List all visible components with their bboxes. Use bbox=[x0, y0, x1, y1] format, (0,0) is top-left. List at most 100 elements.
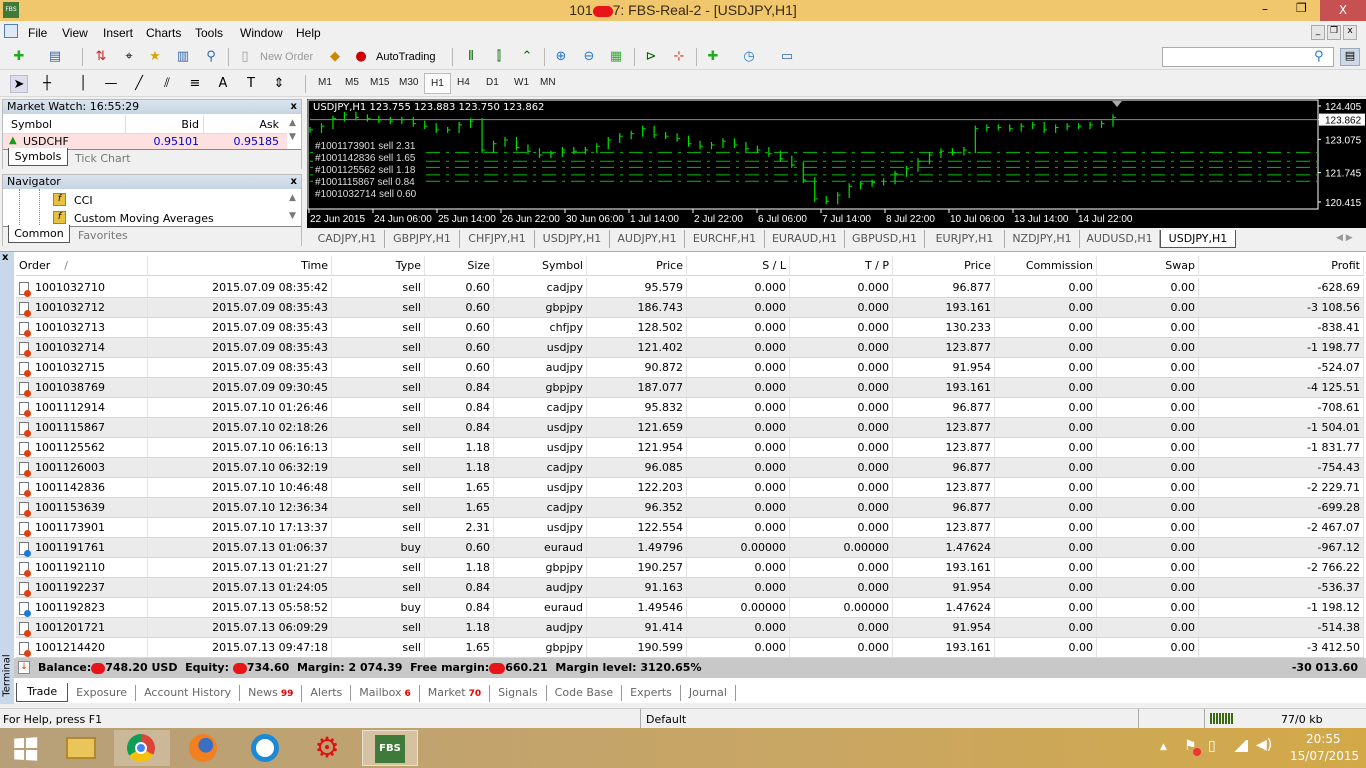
chart-tab[interactable]: EURCHF,H1 bbox=[685, 230, 765, 248]
chart-tab[interactable]: GBPUSD,H1 bbox=[845, 230, 925, 248]
profiles-icon[interactable]: ▤ bbox=[48, 49, 62, 64]
metaeditor-icon[interactable]: ◆ bbox=[330, 49, 340, 64]
terminal-tab-mailbox[interactable]: Mailbox 6 bbox=[351, 685, 420, 702]
menu-charts[interactable]: Charts bbox=[146, 26, 182, 40]
autotrading-button[interactable]: AutoTrading bbox=[376, 51, 436, 63]
clock-date[interactable]: 15/07/2015 bbox=[1290, 749, 1360, 763]
chart-tab[interactable]: GBPJPY,H1 bbox=[385, 230, 460, 248]
table-row[interactable]: 1001214420 2015.07.13 09:47:18 sell 1.65 gbp… bbox=[16, 638, 1364, 658]
close-icon[interactable]: x bbox=[290, 101, 297, 112]
windows-start-icon[interactable] bbox=[14, 737, 38, 761]
chart-tab[interactable]: EURJPY,H1 bbox=[925, 230, 1005, 248]
terminal-close-icon[interactable]: x bbox=[2, 252, 9, 263]
menu-view[interactable]: View bbox=[62, 26, 88, 40]
table-row[interactable]: 1001192823 2015.07.13 05:58:52 buy 0.84 eura… bbox=[16, 598, 1364, 618]
auto-scroll-icon[interactable]: ⊳ bbox=[645, 49, 657, 64]
tab-scroll-arrows[interactable]: ◀ ▶ bbox=[1336, 233, 1353, 243]
menu-insert[interactable]: Insert bbox=[103, 26, 134, 40]
community-icon[interactable]: ▤ bbox=[1340, 48, 1360, 66]
column-header[interactable]: T / P bbox=[790, 256, 893, 275]
taskbar-red-app[interactable]: ⚙ bbox=[300, 730, 356, 766]
chart-canvas[interactable]: #1001173901 sell 2.31#1001142836 sell 1.… bbox=[307, 99, 1366, 228]
taskbar-file-explorer[interactable] bbox=[54, 730, 110, 766]
timeframe-h4[interactable]: H4 bbox=[457, 77, 470, 88]
clock-time[interactable]: 20:55 bbox=[1306, 732, 1341, 746]
indicators-icon[interactable]: ✚ bbox=[707, 49, 719, 64]
column-header[interactable]: Size bbox=[425, 256, 494, 275]
timeframe-w1[interactable]: W1 bbox=[514, 77, 529, 88]
timeframe-d1[interactable]: D1 bbox=[486, 77, 499, 88]
table-row[interactable]: 1001038769 2015.07.09 09:30:45 sell 0.84 gbp… bbox=[16, 378, 1364, 398]
navigator-item-custom-moving-averages[interactable]: Custom Moving Averages bbox=[74, 212, 214, 225]
network-icon[interactable] bbox=[1232, 740, 1248, 752]
table-row[interactable]: 1001125562 2015.07.10 06:16:13 sell 1.18 usd… bbox=[16, 438, 1364, 458]
column-bid[interactable]: Bid bbox=[181, 118, 199, 131]
column-symbol[interactable]: Symbol bbox=[11, 118, 52, 131]
timeframe-m30[interactable]: M30 bbox=[399, 77, 419, 88]
table-row[interactable]: 1001032713 2015.07.09 08:35:43 sell 0.60 chf… bbox=[16, 318, 1364, 338]
strategy-tester-icon[interactable]: ⚲ bbox=[206, 49, 216, 64]
search-input[interactable] bbox=[1162, 47, 1334, 67]
tile-windows-icon[interactable]: ▦ bbox=[609, 49, 623, 64]
column-header[interactable]: Swap bbox=[1097, 256, 1199, 275]
column-header[interactable]: Time bbox=[148, 256, 332, 275]
chart-tab[interactable]: NZDJPY,H1 bbox=[1005, 230, 1080, 248]
table-row[interactable]: 1001153639 2015.07.10 12:36:34 sell 1.65 cad… bbox=[16, 498, 1364, 518]
scroll-down-icon[interactable]: ▼ bbox=[289, 211, 296, 221]
scroll-up-icon[interactable]: ▲ bbox=[289, 193, 296, 203]
tab-common[interactable]: Common bbox=[8, 225, 70, 243]
price-chart[interactable]: #1001173901 sell 2.31 #1001142836 sell 1.… bbox=[307, 99, 1366, 228]
line-chart-icon[interactable]: ⌃ bbox=[521, 49, 533, 64]
mdi-minimize-button[interactable]: _ bbox=[1311, 25, 1325, 40]
timeframe-m15[interactable]: M15 bbox=[370, 77, 390, 88]
restore-button[interactable]: ❐ bbox=[1296, 1, 1307, 15]
volume-icon[interactable]: ◀) bbox=[1256, 737, 1273, 753]
bar-chart-icon[interactable]: ⫴ bbox=[468, 49, 474, 64]
terminal-icon[interactable]: ▥ bbox=[176, 49, 190, 64]
column-header[interactable]: Type bbox=[332, 256, 425, 275]
table-row[interactable]: 1001192237 2015.07.13 01:24:05 sell 0.84 aud… bbox=[16, 578, 1364, 598]
menu-window[interactable]: Window bbox=[240, 26, 283, 40]
chart-tab[interactable]: EURAUD,H1 bbox=[765, 230, 845, 248]
table-row[interactable]: 1001201721 2015.07.13 06:09:29 sell 1.18 aud… bbox=[16, 618, 1364, 638]
market-watch-icon[interactable]: ⇅ bbox=[95, 49, 107, 64]
table-row[interactable]: 1001032710 2015.07.09 08:35:42 sell 0.60 cad… bbox=[16, 278, 1364, 298]
table-row[interactable]: 1001191761 2015.07.13 01:06:37 buy 0.60 eura… bbox=[16, 538, 1364, 558]
text-label-icon[interactable]: T bbox=[247, 76, 255, 91]
timeframe-h1[interactable]: H1 bbox=[424, 73, 451, 94]
mdi-close-button[interactable]: x bbox=[1343, 25, 1357, 40]
minimize-button[interactable]: – bbox=[1262, 2, 1268, 16]
column-ask[interactable]: Ask bbox=[259, 118, 279, 131]
chart-tab[interactable]: AUDJPY,H1 bbox=[610, 230, 685, 248]
tab-favorites[interactable]: Favorites bbox=[78, 229, 128, 242]
menu-tools[interactable]: Tools bbox=[195, 26, 224, 40]
chart-tab[interactable]: CADJPY,H1 bbox=[310, 230, 385, 248]
tab-tick-chart[interactable]: Tick Chart bbox=[75, 152, 131, 165]
column-header[interactable]: Symbol bbox=[494, 256, 587, 275]
table-row[interactable]: 1001115867 2015.07.10 02:18:26 sell 0.84 usd… bbox=[16, 418, 1364, 438]
terminal-tab-alerts[interactable]: Alerts bbox=[302, 685, 352, 701]
column-header[interactable]: S / L bbox=[687, 256, 790, 275]
trendline-icon[interactable]: ╱ bbox=[135, 76, 143, 91]
navigator-item-cci[interactable]: CCI bbox=[74, 194, 93, 207]
new-order-button[interactable]: New Order bbox=[260, 51, 314, 63]
terminal-tab-signals[interactable]: Signals bbox=[490, 685, 547, 701]
terminal-tab-exposure[interactable]: Exposure bbox=[68, 685, 137, 701]
scroll-up-icon[interactable]: ▲ bbox=[289, 118, 296, 128]
chart-tab[interactable]: USDJPY,H1 bbox=[1160, 230, 1236, 248]
column-header[interactable]: Price bbox=[587, 256, 687, 275]
new-chart-icon[interactable]: ✚ bbox=[13, 49, 25, 64]
table-row[interactable]: 1001126003 2015.07.10 06:32:19 sell 1.18 cad… bbox=[16, 458, 1364, 478]
cursor-icon[interactable]: ➤ bbox=[10, 75, 28, 93]
chart-tab[interactable]: AUDUSD,H1 bbox=[1080, 230, 1160, 248]
column-header[interactable]: Order / bbox=[16, 256, 148, 275]
timeframe-m5[interactable]: M5 bbox=[345, 77, 359, 88]
terminal-tab-trade[interactable]: Trade bbox=[16, 683, 69, 702]
timeframe-mn[interactable]: MN bbox=[540, 77, 556, 88]
close-icon[interactable]: x bbox=[290, 176, 297, 187]
market-watch-row[interactable]: ▲ USDCHF 0.95101 0.95185 bbox=[3, 134, 287, 149]
taskbar-firefox[interactable] bbox=[176, 730, 232, 766]
taskbar-browser[interactable] bbox=[238, 730, 294, 766]
terminal-tab-journal[interactable]: Journal bbox=[681, 685, 736, 701]
terminal-tab-market[interactable]: Market 70 bbox=[420, 685, 491, 702]
